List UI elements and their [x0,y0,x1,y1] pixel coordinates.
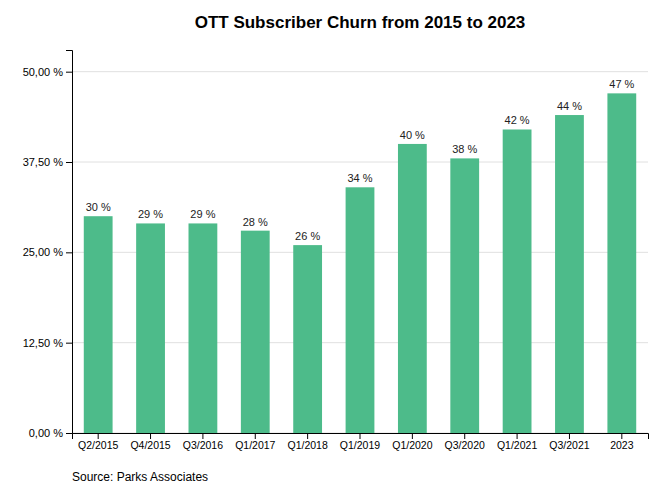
tick: 0,00 % [29,427,72,439]
annotation: Source: Parks Associates [72,470,208,484]
tick: 2023 [610,433,634,451]
tick-mark [66,72,72,73]
bar [503,129,532,433]
data-label: 38 % [452,143,477,155]
tick-label: Q3/2016 [183,439,223,451]
bar [84,216,113,433]
tick: Q3/2016 [183,433,223,451]
tick-label: 2023 [610,439,634,451]
data-label: 29 % [138,208,163,220]
title: OTT Subscriber Churn from 2015 to 2023 [195,13,526,32]
tick-label: Q3/2021 [549,439,589,451]
tick-mark [66,343,72,344]
tick-label: Q1/2020 [392,439,432,451]
tick-label: Q2/2015 [78,439,118,451]
tick-label: 50,00 % [23,66,64,78]
tick-mark [255,433,256,439]
grid-line [72,71,648,72]
axis-line [66,51,73,434]
tick-label: 12,50 % [23,337,64,349]
data-label: 26 % [295,230,320,242]
bar [450,158,479,433]
data-label: 28 % [243,216,268,228]
data-label: 40 % [400,129,425,141]
tick: Q4/2015 [130,433,170,451]
data-label: 29 % [190,208,215,220]
tick: Q1/2017 [235,433,275,451]
tick: 50,00 % [23,66,72,78]
chart: 0,00 % 12,50 % 25,00 % 37,50 % 50,00 % Q2/201… [0,0,668,495]
tick-mark [464,433,465,439]
tick-mark [360,433,361,439]
tick-label: 25,00 % [23,246,64,258]
tick: Q1/2018 [287,433,327,451]
data-label: 34 % [347,172,372,184]
bars [84,93,636,433]
axis-line [73,434,649,440]
tick: Q1/2019 [340,433,380,451]
tick-mark [621,433,622,439]
x-axis: Q2/2015 Q4/2015 Q3/2016 Q1/2017 Q1/2018 Q1/20… [73,433,649,451]
bar [189,223,218,433]
tick-mark [517,433,518,439]
tick-label: Q1/2018 [287,439,327,451]
bar [293,245,322,433]
bar [241,231,270,433]
tick-label: Q4/2015 [130,439,170,451]
plot: 0,00 % 12,50 % 25,00 % 37,50 % 50,00 % Q2/201… [23,51,649,452]
tick-mark [412,433,413,439]
grid [72,72,648,433]
tick-label: Q3/2020 [445,439,485,451]
data-label: 47 % [609,78,634,90]
tick: 37,50 % [23,156,72,168]
tick-mark [66,162,72,163]
tick-label: Q1/2017 [235,439,275,451]
tick-label: Q1/2019 [340,439,380,451]
bar [346,187,375,433]
y-axis: 0,00 % 12,50 % 25,00 % 37,50 % 50,00 % [23,51,73,440]
tick-mark [150,433,151,439]
data-labels: 30 % 29 % 29 % 28 % 26 % 34 % 40 % 38 % 42 % 44 %… [86,78,635,242]
bar [607,93,636,433]
tick-label: 0,00 % [29,427,63,439]
tick: Q1/2020 [392,433,432,451]
tick-mark [66,433,72,434]
tick-mark [98,433,99,439]
data-label: 42 % [505,114,530,126]
bar [136,223,165,433]
data-label: 30 % [86,201,111,213]
bar [555,115,584,433]
data-label: 44 % [557,100,582,112]
tick-label: 37,50 % [23,156,64,168]
tick-mark [569,433,570,439]
tick: Q3/2020 [445,433,485,451]
tick: Q1/2021 [497,433,537,451]
tick-mark [66,252,72,253]
tick: Q3/2021 [549,433,589,451]
tick: 12,50 % [23,337,72,349]
tick-mark [202,433,203,439]
bar [398,144,427,433]
tick: 25,00 % [23,246,72,258]
tick-label: Q1/2021 [497,439,537,451]
tick-mark [307,433,308,439]
tick: Q2/2015 [78,433,118,451]
